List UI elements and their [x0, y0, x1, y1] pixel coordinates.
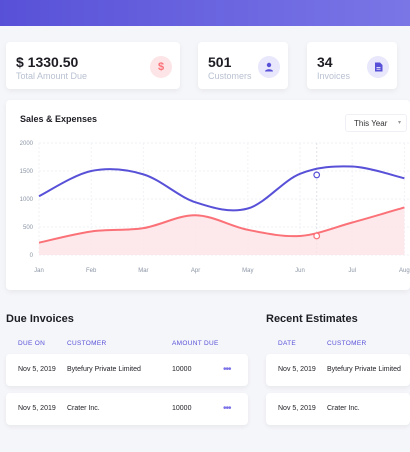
col-header-customer: CUSTOMER	[327, 340, 367, 347]
table-row[interactable]: Nov 5, 2019 Crater Inc. 10000 •••	[6, 393, 248, 425]
col-header-due-on: DUE ON	[18, 340, 46, 347]
x-tick-label: Jan	[34, 268, 44, 274]
customer-name: Crater Inc.	[67, 405, 100, 412]
x-tick-label: Jul	[348, 268, 356, 274]
x-tick-label: Feb	[86, 268, 97, 274]
x-tick-label: Jun	[295, 268, 305, 274]
sales-expenses-card: Sales & Expenses	[6, 100, 410, 290]
customer-name: Bytefury Private Limited	[67, 366, 141, 373]
stat-card-customers[interactable]: 501 Customers	[198, 42, 288, 89]
period-select-value: This Year	[354, 119, 388, 128]
table-row[interactable]: Nov 5, 2019 Bytefury Private Limited	[266, 354, 410, 386]
invoices-value: 34	[317, 54, 333, 70]
recent-estimates-title: Recent Estimates	[266, 313, 358, 325]
chart-title: Sales & Expenses	[20, 114, 98, 124]
customers-value: 501	[208, 54, 232, 70]
stat-card-amount-due[interactable]: $ 1330.50 Total Amount Due $	[6, 42, 180, 89]
col-header-date: DATE	[278, 340, 297, 347]
more-options-icon[interactable]: •••	[223, 403, 231, 414]
col-header-customer: CUSTOMER	[67, 340, 107, 347]
chevron-down-icon: ▾	[397, 120, 401, 126]
top-header-bar	[0, 0, 410, 26]
x-tick-label: Apr	[191, 268, 200, 274]
series-area-1	[39, 207, 405, 255]
y-tick-label: 1500	[20, 169, 34, 175]
amount-due-value: $ 1330.50	[16, 54, 79, 70]
due-date: Nov 5, 2019	[18, 366, 56, 373]
estimate-date: Nov 5, 2019	[278, 405, 316, 412]
data-point-marker[interactable]	[313, 232, 321, 240]
due-date: Nov 5, 2019	[18, 405, 56, 412]
period-select[interactable]: This Year ▾	[345, 114, 407, 132]
stat-card-invoices[interactable]: 34 Invoices	[307, 42, 397, 89]
x-tick-label: Mar	[138, 268, 148, 274]
invoices-label: Invoices	[317, 71, 351, 81]
more-options-icon[interactable]: •••	[223, 364, 231, 375]
y-tick-label: 500	[23, 225, 34, 231]
series-line-0	[38, 165, 405, 212]
customers-label: Customers	[208, 71, 252, 81]
user-icon	[258, 56, 280, 78]
y-tick-label: 1000	[20, 197, 34, 203]
table-row[interactable]: Nov 5, 2019 Crater Inc.	[266, 393, 410, 425]
customer-name: Bytefury Private Limited	[327, 366, 401, 373]
x-tick-label: May	[242, 268, 253, 274]
series-line-1	[38, 206, 405, 244]
data-point-marker[interactable]	[313, 171, 321, 179]
y-tick-label: 0	[30, 253, 34, 259]
amount-due-label: Total Amount Due	[16, 71, 88, 81]
customer-name: Crater Inc.	[327, 405, 360, 412]
y-tick-label: 2000	[20, 141, 34, 147]
document-icon	[367, 56, 389, 78]
amount-due: 10000	[172, 366, 192, 373]
dollar-icon: $	[150, 56, 172, 78]
amount-due: 10000	[172, 405, 192, 412]
table-row[interactable]: Nov 5, 2019 Bytefury Private Limited 100…	[6, 354, 248, 386]
due-invoices-title: Due Invoices	[6, 313, 74, 325]
x-tick-label: Aug	[399, 268, 410, 274]
col-header-amount-due: AMOUNT DUE	[172, 340, 219, 347]
estimate-date: Nov 5, 2019	[278, 366, 316, 373]
